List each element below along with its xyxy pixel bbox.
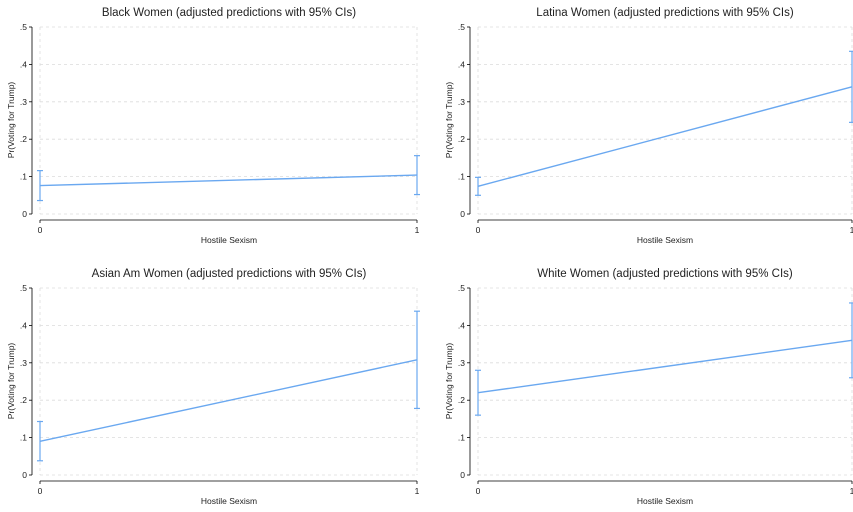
- panel-4-y-tick-label: .2: [458, 395, 465, 405]
- panel-3-x-axis-label: Hostile Sexism: [201, 496, 257, 506]
- panel-2-y-tick-label: .2: [458, 134, 465, 144]
- panel-2-y-tick-label: .5: [458, 22, 465, 32]
- panel-1-y-tick-label: .5: [20, 22, 27, 32]
- panel-4-y-tick-label: .4: [458, 320, 465, 330]
- panel-1-x-tick-label: 0: [38, 225, 43, 235]
- panel-3-y-tick-label: .3: [20, 358, 27, 368]
- panel-4-x-tick-label: 1: [850, 486, 853, 496]
- panel-3-x-tick-label: 0: [38, 486, 43, 496]
- panel-3-y-tick-label: 0: [22, 470, 27, 480]
- panel-1-y-tick-label: .1: [20, 172, 27, 182]
- panel-4-title: White Women (adjusted predictions with 9…: [537, 268, 793, 280]
- panel-4-y-tick-label: .5: [458, 283, 465, 293]
- panel-3-y-tick-label: .5: [20, 283, 27, 293]
- panel-1-y-tick-label: 0: [22, 209, 27, 219]
- panel-1-y-tick-label: .2: [20, 134, 27, 144]
- panel-4-y-tick-label: .1: [458, 433, 465, 443]
- panel-3-title: Asian Am Women (adjusted predictions wit…: [92, 268, 367, 280]
- panel-2-series-line: [477, 86, 853, 188]
- panel-1-y-tick-label: .4: [20, 59, 27, 69]
- panel-4-y-tick-label: 0: [460, 470, 465, 480]
- panel-1-x-tick-label: 1: [415, 225, 420, 235]
- panel-4-series-line: [477, 339, 853, 394]
- panel-2-x-tick-label: 1: [850, 225, 853, 235]
- panel-3-y-tick-label: .2: [20, 395, 27, 405]
- panel-4-y-tick-label: .3: [458, 358, 465, 368]
- panel-2-y-tick-label: .1: [458, 172, 465, 182]
- panel-2-y-tick-label: .4: [458, 59, 465, 69]
- panel-2-x-tick-label: 0: [476, 225, 481, 235]
- panel-4-y-axis-label: Pr(Voting for Trump): [444, 343, 454, 420]
- panel-2-y-axis-label: Pr(Voting for Trump): [444, 82, 454, 159]
- panel-2-y-tick-label: 0: [460, 209, 465, 219]
- panel-1-series-line: [39, 174, 418, 187]
- panel-3-x-tick-label: 1: [415, 486, 420, 496]
- panel-1-y-axis-label: Pr(Voting for Trump): [6, 82, 16, 159]
- panel-3-y-tick-label: .1: [20, 433, 27, 443]
- panel-3-y-tick-label: .4: [20, 320, 27, 330]
- panel-1-title: Black Women (adjusted predictions with 9…: [102, 7, 356, 19]
- panel-2-y-tick-label: .3: [458, 97, 465, 107]
- panel-4-x-tick-label: 0: [476, 486, 481, 496]
- panel-4-x-axis-label: Hostile Sexism: [637, 496, 693, 506]
- panel-1-x-axis-label: Hostile Sexism: [201, 235, 257, 245]
- panel-1-y-tick-label: .3: [20, 97, 27, 107]
- panel-3-series-line: [39, 359, 418, 443]
- panel-2-x-axis-label: Hostile Sexism: [637, 235, 693, 245]
- panel-3-y-axis-label: Pr(Voting for Trump): [6, 343, 16, 420]
- panel-2-title: Latina Women (adjusted predictions with …: [536, 7, 794, 19]
